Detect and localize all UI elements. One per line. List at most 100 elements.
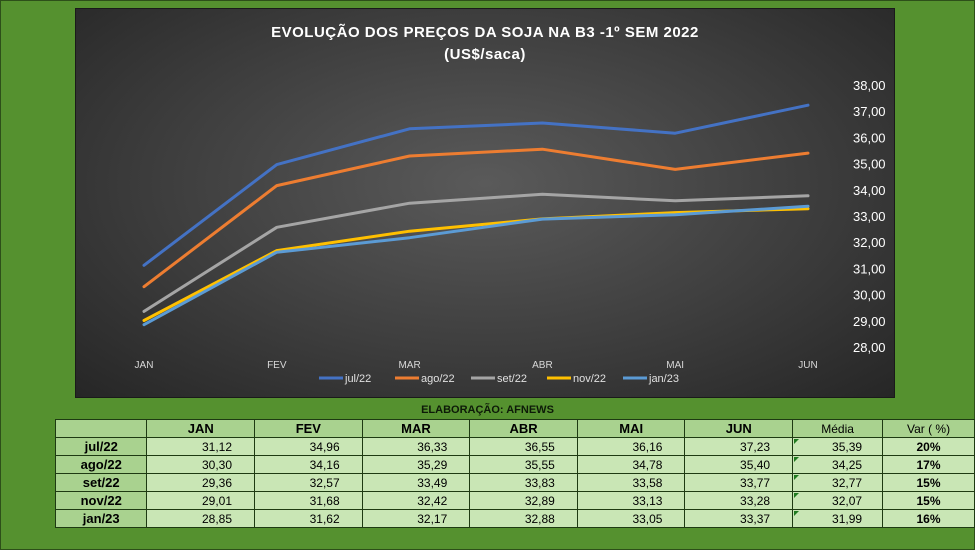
table-row-label: jan/23 xyxy=(54,509,148,528)
series-line-2 xyxy=(142,192,810,313)
table-cell-var: 17% xyxy=(882,455,975,474)
x-tick-label: MAR xyxy=(398,360,420,371)
y-tick-label: 35,00 xyxy=(853,157,886,172)
table-cell: 34,78 xyxy=(576,455,686,474)
price-table: JAN FEV MAR ABR MAI JUN Média Var ( %) j… xyxy=(54,419,975,528)
formula-flag-icon xyxy=(794,457,800,462)
table-corner xyxy=(54,419,148,438)
table-cell: 36,33 xyxy=(361,437,471,456)
table-cell: 32,88 xyxy=(469,509,578,528)
y-tick-label: 34,00 xyxy=(853,183,886,198)
table-cell: 32,89 xyxy=(469,491,578,510)
table-cell: 36,55 xyxy=(469,437,578,456)
table-media-value: 32,07 xyxy=(832,493,863,508)
table-header-media: Média xyxy=(792,419,884,438)
y-tick-label: 31,00 xyxy=(853,261,886,276)
table-cell: 29,36 xyxy=(146,473,256,492)
table-media-value: 34,25 xyxy=(832,457,863,472)
series-line-4 xyxy=(142,204,810,327)
table-cell: 35,29 xyxy=(361,455,471,474)
table-cell-var: 15% xyxy=(882,473,975,492)
y-axis: 28,00 29,00 30,00 31,00 32,00 33,00 34,00 35,00… xyxy=(853,78,886,355)
line-chart: EVOLUÇÃO DOS PREÇOS DA SOJA NA B3 -1º SE… xyxy=(135,23,886,385)
table-cell: 31,12 xyxy=(146,437,256,456)
x-tick-label: ABR xyxy=(532,360,553,371)
table-media-value: 35,39 xyxy=(832,439,863,454)
legend-label: ago/22 xyxy=(421,373,455,385)
table-header-jun: JUN xyxy=(684,419,794,438)
table-cell-media: 35,39 xyxy=(792,437,884,456)
table-row-label: ago/22 xyxy=(54,455,148,474)
credit-label: ELABORAÇÃO: AFNEWS xyxy=(421,404,554,416)
table-cell: 32,42 xyxy=(361,491,471,510)
y-tick-label: 32,00 xyxy=(853,235,886,250)
table-cell: 31,68 xyxy=(254,491,363,510)
formula-flag-icon xyxy=(794,475,800,480)
table-header-abr: ABR xyxy=(469,419,578,438)
table-cell: 33,49 xyxy=(361,473,471,492)
table-cell: 33,28 xyxy=(684,491,794,510)
table-cell: 33,83 xyxy=(469,473,578,492)
table-cell: 33,37 xyxy=(684,509,794,528)
series-line-1 xyxy=(142,147,810,289)
table-cell-var: 20% xyxy=(882,437,975,456)
chart-subtitle: (US$/saca) xyxy=(444,46,526,63)
legend: jul/22 ago/22 set/22 nov/22 jan/23 xyxy=(319,373,679,385)
table-row: jul/22 31,12 34,96 36,33 36,55 36,16 37,23 35,3… xyxy=(54,437,975,456)
chart-panel: EVOLUÇÃO DOS PREÇOS DA SOJA NA B3 -1º SE… xyxy=(75,8,895,398)
table-row: nov/22 29,01 31,68 32,42 32,89 33,13 33,28 32,0… xyxy=(54,491,975,510)
table-row: ago/22 30,30 34,16 35,29 35,55 34,78 35,40 34,2… xyxy=(54,455,975,474)
table-header-mai: MAI xyxy=(576,419,686,438)
table-row-label: nov/22 xyxy=(54,491,148,510)
table-cell: 33,05 xyxy=(576,509,686,528)
y-tick-label: 33,00 xyxy=(853,209,886,224)
table-header-var: Var ( %) xyxy=(882,419,975,438)
y-tick-label: 29,00 xyxy=(853,314,886,329)
legend-label: jul/22 xyxy=(344,373,371,385)
table-cell-var: 15% xyxy=(882,491,975,510)
table-header-fev: FEV xyxy=(254,419,363,438)
table-cell: 36,16 xyxy=(576,437,686,456)
legend-label: nov/22 xyxy=(573,373,606,385)
y-tick-label: 28,00 xyxy=(853,340,886,355)
formula-flag-icon xyxy=(794,511,800,516)
formula-flag-icon xyxy=(794,439,800,444)
table-cell: 28,85 xyxy=(146,509,256,528)
table-cell: 37,23 xyxy=(684,437,794,456)
table-cell-media: 32,07 xyxy=(792,491,884,510)
table-cell: 29,01 xyxy=(146,491,256,510)
table-row: set/22 29,36 32,57 33,49 33,83 33,58 33,77 32,7… xyxy=(54,473,975,492)
x-axis: JAN FEV MAR ABR MAI JUN xyxy=(135,360,818,371)
x-tick-label: JAN xyxy=(135,360,154,371)
table-row-label: set/22 xyxy=(54,473,148,492)
table-header-jan: JAN xyxy=(146,419,256,438)
table-media-value: 31,99 xyxy=(832,511,863,526)
series-lines xyxy=(142,103,810,327)
x-tick-label: JUN xyxy=(798,360,817,371)
y-tick-label: 38,00 xyxy=(853,78,886,93)
legend-label: jan/23 xyxy=(648,373,679,385)
table-cell: 34,96 xyxy=(254,437,363,456)
table-cell-media: 31,99 xyxy=(792,509,884,528)
table-header-mar: MAR xyxy=(361,419,471,438)
table-cell: 32,57 xyxy=(254,473,363,492)
y-tick-label: 36,00 xyxy=(853,130,886,145)
table-cell: 31,62 xyxy=(254,509,363,528)
table-media-value: 32,77 xyxy=(832,475,863,490)
legend-label: set/22 xyxy=(497,373,527,385)
chart-title: EVOLUÇÃO DOS PREÇOS DA SOJA NA B3 -1º SE… xyxy=(271,23,699,41)
table-cell: 35,40 xyxy=(684,455,794,474)
y-tick-label: 37,00 xyxy=(853,104,886,119)
table-cell: 33,13 xyxy=(576,491,686,510)
table-header-row: JAN FEV MAR ABR MAI JUN Média Var ( %) xyxy=(54,419,975,438)
table-cell-media: 32,77 xyxy=(792,473,884,492)
table-cell: 33,58 xyxy=(576,473,686,492)
table-cell: 32,17 xyxy=(361,509,471,528)
formula-flag-icon xyxy=(794,493,800,498)
table-cell-media: 34,25 xyxy=(792,455,884,474)
table-cell: 30,30 xyxy=(146,455,256,474)
table-row-label: jul/22 xyxy=(54,437,148,456)
table-row: jan/23 28,85 31,62 32,17 32,88 33,05 33,37 31,9… xyxy=(54,509,975,528)
table-cell-var: 16% xyxy=(882,509,975,528)
x-tick-label: MAI xyxy=(666,360,684,371)
